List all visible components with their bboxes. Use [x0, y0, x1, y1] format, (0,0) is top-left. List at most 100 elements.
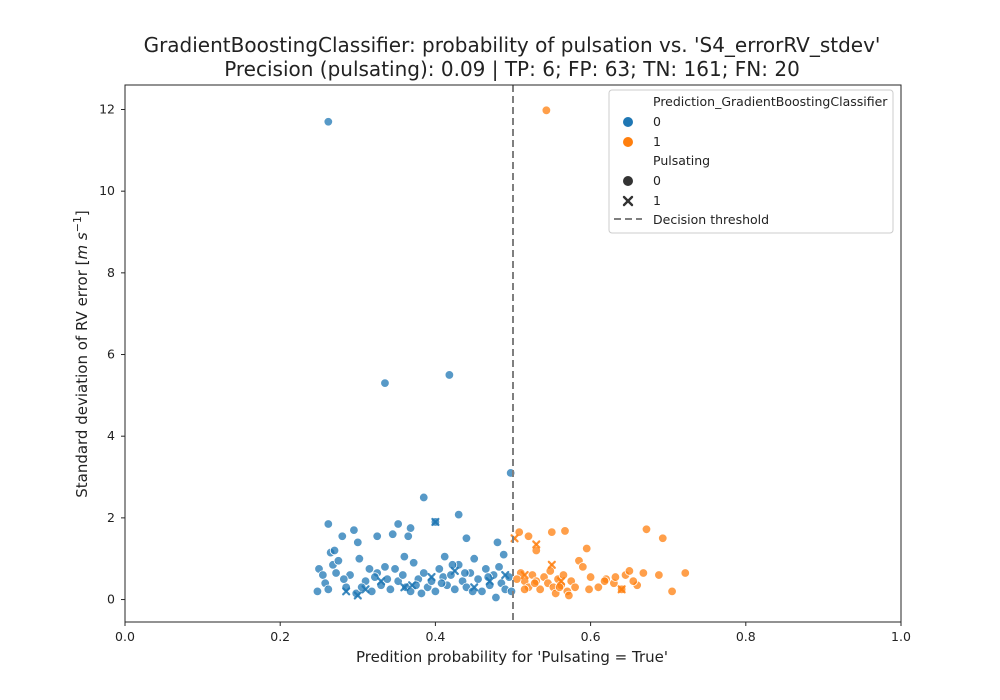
y-axis-label-unit: m s: [73, 232, 91, 259]
data-point-pred-1-x: [520, 570, 529, 580]
data-point-pred-1-circle: [531, 545, 541, 556]
data-point-pred-0-circle: [419, 492, 429, 503]
y-tick-label: 0: [107, 592, 115, 607]
data-point-pred-0-x: [400, 583, 409, 592]
data-point-pred-1-circle: [545, 566, 555, 576]
data-point-pred-1-circle: [560, 526, 570, 536]
data-point-pred-1-circle: [638, 568, 649, 578]
legend-threshold-label: Decision threshold: [653, 212, 769, 227]
data-point-pred-1-circle: [667, 586, 677, 597]
data-point-pred-0-circle: [356, 582, 367, 592]
y-axis-label: Standard deviation of RV error [m s−1]: [71, 210, 91, 498]
data-point-pred-1-circle: [658, 533, 668, 543]
y-tick-label: 2: [107, 510, 115, 525]
data-point-pred-1-circle: [523, 531, 534, 541]
data-point-pred-1-circle: [541, 105, 552, 116]
data-point-pred-1-circle: [512, 574, 522, 584]
chart-title: GradientBoostingClassifier: probability …: [144, 33, 881, 57]
data-point-pred-0-circle: [416, 588, 427, 599]
data-point-pred-0-circle: [494, 562, 504, 572]
data-point-pred-0-circle: [473, 574, 483, 584]
data-point-pred-0-circle: [440, 551, 450, 562]
y-axis-label-main: Standard deviation of RV error [: [73, 259, 91, 497]
data-point-pred-0-circle: [403, 531, 413, 541]
data-point-pred-0-x: [470, 583, 479, 592]
data-point-pred-0-circle: [353, 537, 363, 548]
data-point-pred-0-circle: [491, 592, 501, 603]
legend-hue-1-marker: [623, 137, 633, 147]
data-point-pred-0-circle: [339, 574, 349, 584]
legend: Prediction_GradientBoostingClassifier 0 …: [608, 89, 894, 234]
data-point-pred-0-circle: [312, 586, 323, 597]
data-point-pred-1-circle: [584, 584, 594, 595]
data-point-pred-0-circle: [477, 586, 487, 597]
y-axis-label-exponent: −1: [71, 216, 84, 232]
data-point-pred-0-circle: [385, 584, 396, 595]
data-point-pred-1-circle: [624, 566, 635, 576]
legend-hue-1-label: 1: [653, 134, 661, 149]
y-tick-label: 12: [99, 102, 115, 117]
data-point-pred-1-circle: [641, 524, 652, 535]
data-point-pred-0-circle: [450, 584, 460, 595]
x-tick-label: 0.6: [581, 629, 601, 644]
x-tick-label: 1.0: [891, 629, 911, 644]
data-point-pred-0-circle: [380, 562, 390, 572]
data-point-pred-1-circle: [564, 590, 574, 601]
data-point-pred-0-circle: [380, 378, 390, 388]
data-point-pred-0-circle: [492, 537, 503, 548]
y-tick-label: 4: [107, 428, 115, 443]
data-point-pred-1-circle: [585, 572, 596, 582]
data-point-pred-0-circle: [349, 525, 359, 535]
data-point-pred-1-circle: [519, 584, 530, 595]
data-point-pred-1-circle: [535, 584, 545, 595]
data-point-pred-1-circle: [530, 578, 540, 588]
data-point-pred-0-circle: [354, 554, 365, 564]
data-point-pred-0-x: [485, 577, 494, 586]
plot-frame: [124, 84, 902, 623]
y-axis-label-close: ]: [73, 210, 91, 216]
data-point-pred-0-circle: [481, 564, 491, 574]
data-point-pred-0-circle: [370, 572, 380, 582]
data-point-pred-0-x: [376, 577, 386, 586]
data-point-pred-0-circle: [398, 570, 408, 580]
data-point-pred-1-circle: [554, 582, 565, 592]
data-point-pred-1-circle: [599, 576, 610, 586]
data-point-pred-0-circle: [444, 370, 455, 380]
data-point-pred-1-x: [532, 540, 541, 549]
data-point-pred-0-circle: [323, 519, 334, 529]
data-points: [312, 105, 690, 603]
data-point-pred-1-circle: [582, 543, 592, 554]
data-point-pred-0-x: [408, 581, 417, 590]
x-tick-label: 0.2: [270, 629, 290, 644]
data-point-pred-1-circle: [628, 576, 638, 586]
legend-style-title: Pulsating: [653, 153, 710, 168]
data-point-pred-1-circle: [680, 568, 690, 578]
legend-style-1-label: 1: [653, 193, 661, 208]
data-point-pred-1-circle: [547, 527, 557, 537]
chart-subtitle: Precision (pulsating): 0.09 | TP: 6; FP:…: [224, 57, 800, 81]
legend-hue-0-label: 0: [653, 114, 661, 129]
x-tick-label: 0.8: [736, 629, 756, 644]
data-point-pred-0-circle: [469, 554, 479, 564]
data-point-pred-0-circle: [408, 558, 419, 568]
x-tick-label: 0.0: [115, 629, 135, 644]
data-point-pred-0-circle: [461, 533, 472, 543]
x-axis-ticks: 0.0 0.2 0.4 0.6 0.8 1.0: [115, 622, 911, 644]
data-point-pred-1-x: [547, 560, 556, 569]
data-point-pred-0-circle: [318, 570, 328, 580]
data-point-pred-0-circle: [388, 529, 398, 539]
data-point-pred-0-circle: [372, 531, 382, 541]
x-axis-label: Predition probability for 'Pulsating = T…: [356, 648, 668, 666]
data-point-pred-0-circle: [399, 551, 410, 562]
legend-style-circle-marker: [623, 176, 633, 186]
data-point-pred-0-circle: [393, 519, 403, 529]
legend-style-x-marker: [622, 195, 634, 207]
data-point-pred-0-circle: [434, 564, 444, 574]
y-tick-label: 8: [107, 265, 115, 280]
data-point-pred-0-circle: [453, 509, 464, 520]
data-point-pred-0-x: [361, 585, 370, 594]
data-point-pred-1-circle: [593, 582, 604, 592]
data-point-pred-0-circle: [498, 549, 509, 560]
data-point-pred-1-circle: [610, 572, 621, 582]
